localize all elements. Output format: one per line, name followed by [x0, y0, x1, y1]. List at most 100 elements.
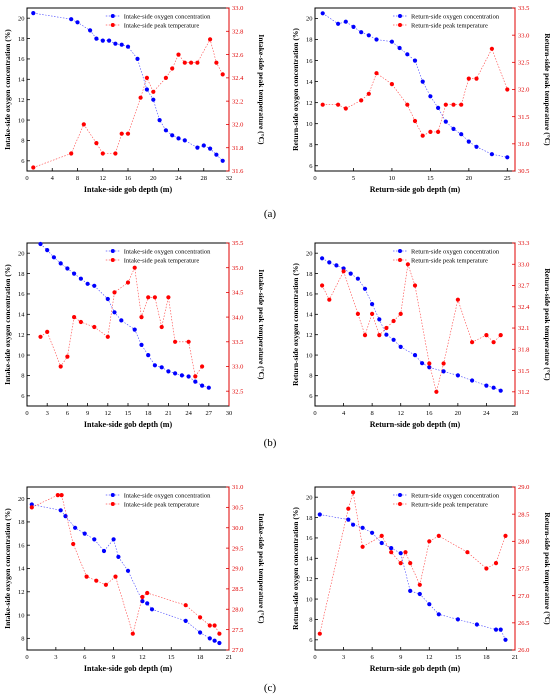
- oxygen-point: [327, 260, 332, 265]
- series-line-temperature: [319, 492, 506, 634]
- temperature-point: [466, 76, 471, 81]
- oxygen-point: [427, 365, 432, 370]
- legend-label: Return-side oxygen concentration: [411, 492, 500, 499]
- x-tick-label: 9: [112, 654, 115, 661]
- temperature-point: [412, 118, 418, 124]
- oxygen-point: [151, 97, 156, 102]
- oxygen-point: [29, 502, 34, 507]
- y-tick-label: 14: [18, 566, 25, 573]
- x-tick-label: 15: [125, 410, 132, 417]
- x-tick-label: 12: [139, 654, 146, 661]
- oxygen-point: [505, 155, 510, 160]
- y2-tick-label: 27.5: [518, 566, 529, 573]
- oxygen-point: [489, 152, 494, 157]
- temperature-point: [359, 98, 364, 103]
- temperature-point: [105, 334, 110, 339]
- legend-marker: [398, 14, 402, 18]
- y2-tick-label: 33.0: [232, 5, 243, 12]
- oxygen-point: [412, 58, 418, 63]
- oxygen-point: [334, 263, 339, 268]
- temperature-point: [182, 60, 187, 65]
- temperature-point: [366, 91, 371, 96]
- temperature-point: [217, 631, 222, 636]
- y-tick-label: 6: [21, 393, 25, 400]
- oxygen-point: [82, 531, 87, 536]
- series-line-temperature: [40, 266, 203, 378]
- temperature-point: [484, 566, 489, 571]
- oxygen-point: [346, 517, 351, 522]
- oxygen-point: [146, 353, 151, 358]
- y-tick-label: 8: [309, 142, 312, 149]
- legend-label: Return-side peak temperature: [411, 22, 488, 29]
- oxygen-point: [101, 548, 107, 554]
- oxygen-point: [455, 617, 460, 622]
- x-tick-label: 12: [397, 410, 404, 417]
- legend-label: Intake-side peak temperature: [124, 22, 200, 29]
- oxygen-point: [214, 152, 219, 157]
- legend-label: Intake-side oxygen concentration: [124, 492, 211, 499]
- oxygen-point: [170, 133, 175, 138]
- temperature-point: [173, 339, 178, 344]
- oxygen-point: [38, 241, 43, 247]
- oxygen-point: [116, 554, 121, 560]
- oxygen-point: [389, 546, 394, 551]
- temperature-point: [484, 333, 489, 338]
- x-tick-label: 32: [226, 175, 233, 182]
- legend-label: Return-side oxygen concentration: [411, 248, 500, 255]
- temperature-point: [360, 544, 365, 549]
- x-tick-label: 15: [168, 654, 175, 661]
- x-tick-label: 25: [504, 175, 511, 182]
- y-tick-label: 18: [306, 37, 313, 44]
- y-tick-label: 20: [306, 250, 313, 257]
- temperature-point: [398, 561, 403, 566]
- oxygen-point: [360, 525, 365, 530]
- temperature-point: [103, 582, 108, 587]
- oxygen-point: [317, 512, 322, 517]
- x-tick-label: 9: [399, 654, 402, 661]
- y2-tick-label: 34.5: [232, 290, 243, 297]
- oxygen-point: [94, 36, 99, 41]
- x-tick-label: 12: [100, 175, 107, 182]
- y-axis-title: Return-side oxygen concentration (%): [291, 263, 300, 386]
- x-tick-label: 21: [165, 410, 172, 417]
- temperature-point: [389, 550, 394, 555]
- y2-tick-label: 33.0: [232, 364, 243, 371]
- y2-tick-label: 26.5: [518, 620, 529, 627]
- temperature-point: [146, 295, 151, 300]
- y2-tick-label: 32.4: [518, 304, 530, 311]
- y-tick-label: 12: [18, 97, 25, 104]
- temperature-point: [455, 297, 460, 302]
- y2-tick-label: 33.3: [518, 240, 529, 247]
- x-tick-label: 0: [25, 410, 28, 417]
- y2-tick-label: 33.5: [232, 339, 243, 346]
- oxygen-point: [420, 79, 425, 84]
- temperature-point: [417, 582, 422, 587]
- legend-label: Return-side peak temperature: [411, 257, 488, 264]
- temperature-point: [214, 60, 219, 65]
- temperature-point: [170, 66, 175, 71]
- legend-marker: [398, 23, 402, 27]
- y-tick-label: 10: [306, 596, 313, 603]
- y2-tick-label: 28.5: [518, 511, 529, 518]
- y2-tick-label: 29.0: [518, 484, 529, 491]
- oxygen-point: [92, 283, 97, 288]
- x-tick-label: 18: [197, 654, 204, 661]
- series-line-oxygen: [319, 514, 506, 640]
- temperature-point: [198, 615, 203, 620]
- temperature-point: [84, 574, 89, 579]
- x-tick-label: 18: [145, 410, 152, 417]
- oxygen-point: [31, 11, 36, 16]
- oxygen-point: [408, 588, 413, 594]
- temperature-point: [130, 631, 135, 636]
- y2-tick-label: 33.0: [518, 261, 529, 268]
- oxygen-point: [201, 143, 206, 148]
- oxygen-point: [176, 136, 181, 141]
- x-tick-label: 12: [105, 410, 112, 417]
- temperature-point: [38, 334, 43, 339]
- x-tick-label: 4: [51, 175, 55, 182]
- oxygen-point: [163, 128, 168, 133]
- temperature-point: [320, 283, 325, 288]
- oxygen-point: [100, 38, 105, 43]
- y2-tick-label: 32.7: [518, 283, 530, 290]
